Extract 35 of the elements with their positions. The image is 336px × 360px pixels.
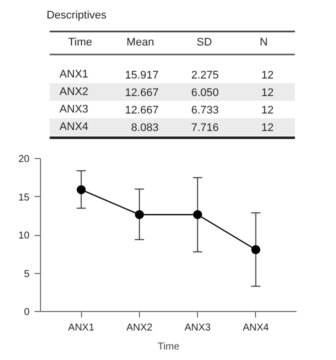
text: 15.917 <box>124 70 159 82</box>
x-tick-label: ANX1 <box>68 322 95 334</box>
x-tick-label: ANX4 <box>242 322 270 334</box>
text: 12.667 <box>124 104 159 116</box>
text: 12.667 <box>124 87 159 99</box>
text: ANX1 <box>60 68 88 80</box>
text: Time <box>68 36 92 48</box>
point <box>134 210 144 220</box>
x-tick-label: ANX2 <box>126 322 153 334</box>
chart-title: Descriptives <box>46 10 107 22</box>
point <box>251 245 260 254</box>
y-tick-label: 20 <box>18 154 30 165</box>
text: N <box>260 36 268 48</box>
y-tick-label: 10 <box>18 230 30 242</box>
text: ANX3 <box>60 104 88 116</box>
text: 12 <box>261 122 274 134</box>
text: Mean <box>126 36 154 48</box>
point <box>193 210 202 220</box>
x-axis-title: Time <box>158 342 180 352</box>
y-tick-label: 5 <box>24 268 30 280</box>
text: 8.083 <box>131 122 159 134</box>
text: 7.716 <box>191 122 219 134</box>
y-tick-label: 15 <box>18 192 30 204</box>
text: ANX4 <box>60 121 88 133</box>
text: 12 <box>261 104 274 116</box>
text: 12 <box>261 70 274 82</box>
text: 6.733 <box>191 104 219 116</box>
point <box>76 185 86 194</box>
text: 12 <box>261 87 274 99</box>
text: ANX2 <box>60 86 88 98</box>
x-tick-label: ANX3 <box>184 322 212 334</box>
text: 6.050 <box>191 87 219 99</box>
text: SD <box>196 36 212 48</box>
y-tick-label: 0 <box>24 307 30 318</box>
text: 2.275 <box>191 70 219 82</box>
